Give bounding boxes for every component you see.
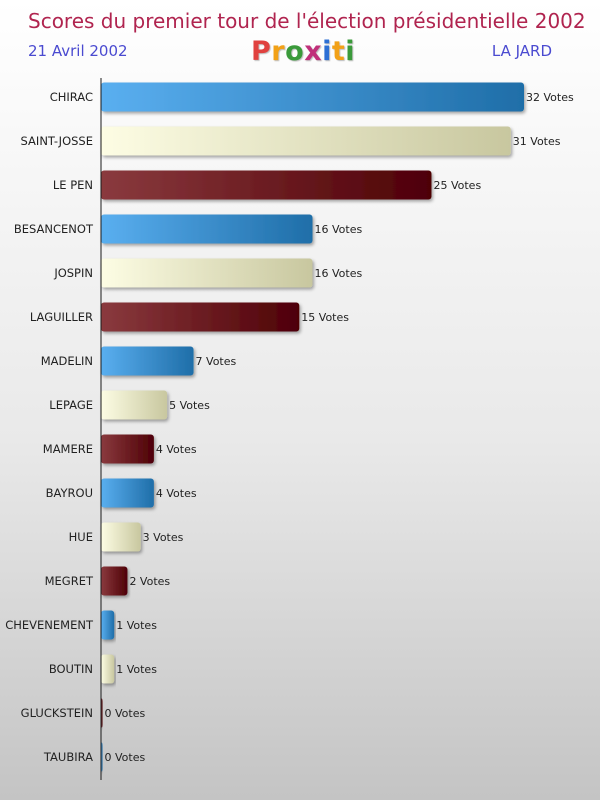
bar-le pen <box>101 170 432 200</box>
value-label: 15 Votes <box>301 311 349 324</box>
bar-chirac <box>101 82 524 112</box>
logo-letter: t <box>331 36 346 67</box>
category-label: SAINT-JOSSE <box>21 134 93 148</box>
value-label: 4 Votes <box>156 487 197 500</box>
bar-mamere <box>101 434 154 464</box>
category-label: BESANCENOT <box>14 222 94 236</box>
logo-letter: x <box>304 36 323 67</box>
bar-besancenot <box>101 214 313 244</box>
bar-megret <box>101 566 128 596</box>
category-label: CHEVENEMENT <box>5 618 94 632</box>
logo-letter: P <box>251 36 272 67</box>
bar-chevenement <box>101 610 115 640</box>
category-label: MEGRET <box>45 574 94 588</box>
category-label: MADELIN <box>41 354 93 368</box>
logo-letter: o <box>285 36 305 67</box>
value-label: 0 Votes <box>105 751 146 764</box>
bar-lepage <box>101 390 168 420</box>
value-label: 32 Votes <box>526 91 574 104</box>
value-label: 1 Votes <box>116 619 157 632</box>
category-label: LEPAGE <box>49 398 93 412</box>
value-label: 31 Votes <box>513 135 561 148</box>
value-label: 1 Votes <box>116 663 157 676</box>
value-label: 3 Votes <box>143 531 184 544</box>
category-label: HUE <box>69 530 93 544</box>
bar-laguiller <box>101 302 300 332</box>
logo-letter: i <box>345 36 356 67</box>
bar-boutin <box>101 654 115 684</box>
value-label: 0 Votes <box>105 707 146 720</box>
value-label: 5 Votes <box>169 399 210 412</box>
bar-saint-josse <box>101 126 511 156</box>
category-label: GLUCKSTEIN <box>21 706 93 720</box>
commune-name: LA JARD <box>491 42 552 60</box>
value-label: 16 Votes <box>315 267 363 280</box>
value-label: 4 Votes <box>156 443 197 456</box>
category-label: CHIRAC <box>50 90 93 104</box>
category-label: MAMERE <box>43 442 93 456</box>
logo-letter: r <box>271 36 286 67</box>
category-label: LE PEN <box>53 178 93 192</box>
bar-bayrou <box>101 478 154 508</box>
category-label: LAGUILLER <box>30 310 93 324</box>
election-date: 21 Avril 2002 <box>28 42 128 60</box>
value-label: 16 Votes <box>315 223 363 236</box>
bar-madelin <box>101 346 194 376</box>
value-label: 25 Votes <box>433 179 481 192</box>
proxiti-logo[interactable]: Proxiti <box>251 36 355 67</box>
category-label: BAYROU <box>46 486 93 500</box>
value-label: 7 Votes <box>196 355 237 368</box>
value-label: 2 Votes <box>129 575 170 588</box>
category-label: JOSPIN <box>53 266 93 280</box>
bar-hue <box>101 522 141 552</box>
logo-letter: i <box>322 36 332 67</box>
chart-title: Scores du premier tour de l'élection pré… <box>28 9 586 33</box>
bar-jospin <box>101 258 313 288</box>
category-label: TAUBIRA <box>43 750 93 764</box>
category-label: BOUTIN <box>49 662 93 676</box>
